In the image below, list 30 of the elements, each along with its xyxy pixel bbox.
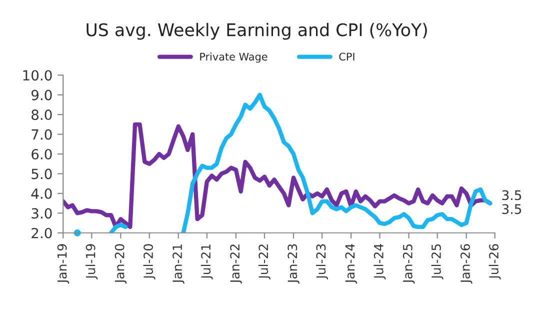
- chart-title: US avg. Weekly Earning and CPI (%YoY): [86, 22, 427, 40]
- x-tick-label: Jul-20: [143, 244, 156, 280]
- x-tick-label: Jan-24: [345, 244, 358, 284]
- legend-label: CPI: [339, 52, 354, 61]
- legend-label: Private Wage: [200, 52, 268, 63]
- x-tick-label: Jan-25: [402, 244, 415, 284]
- x-tick-label: Jul-23: [316, 244, 328, 280]
- data-label: 3.5: [502, 190, 522, 200]
- y-tick-label: 7.0: [32, 129, 52, 140]
- x-tick-label: Jan-26: [460, 244, 472, 284]
- y-tick-label: 10.0: [23, 70, 52, 81]
- y-tick-label: 5.0: [32, 168, 52, 180]
- x-tick-label: Jul-19: [86, 244, 98, 280]
- x-tick-label: Jan-23: [288, 244, 300, 284]
- x-tick-label: Jul-21: [200, 244, 213, 280]
- x-tick-label: Jul-25: [431, 244, 444, 280]
- y-tick-label: 2.0: [32, 228, 52, 238]
- y-tick-label: 9.0: [32, 90, 52, 100]
- x-tick-label: Jan-19: [57, 244, 70, 284]
- x-tick-label: Jul-26: [488, 244, 501, 280]
- x-tick-label: Jan-20: [114, 244, 127, 284]
- y-tick-label: 6.0: [32, 148, 52, 160]
- x-tick-label: Jul-22: [258, 244, 270, 280]
- y-tick-label: 3.0: [32, 208, 52, 219]
- x-tick-label: Jul-24: [374, 244, 386, 280]
- x-tick-label: Jan-21: [172, 244, 184, 284]
- y-tick-label: 8.0: [32, 110, 52, 120]
- y-tick-label: 4.0: [31, 188, 52, 199]
- data-label: 3.5: [502, 204, 522, 214]
- x-tick-label: Jan-22: [230, 244, 242, 284]
